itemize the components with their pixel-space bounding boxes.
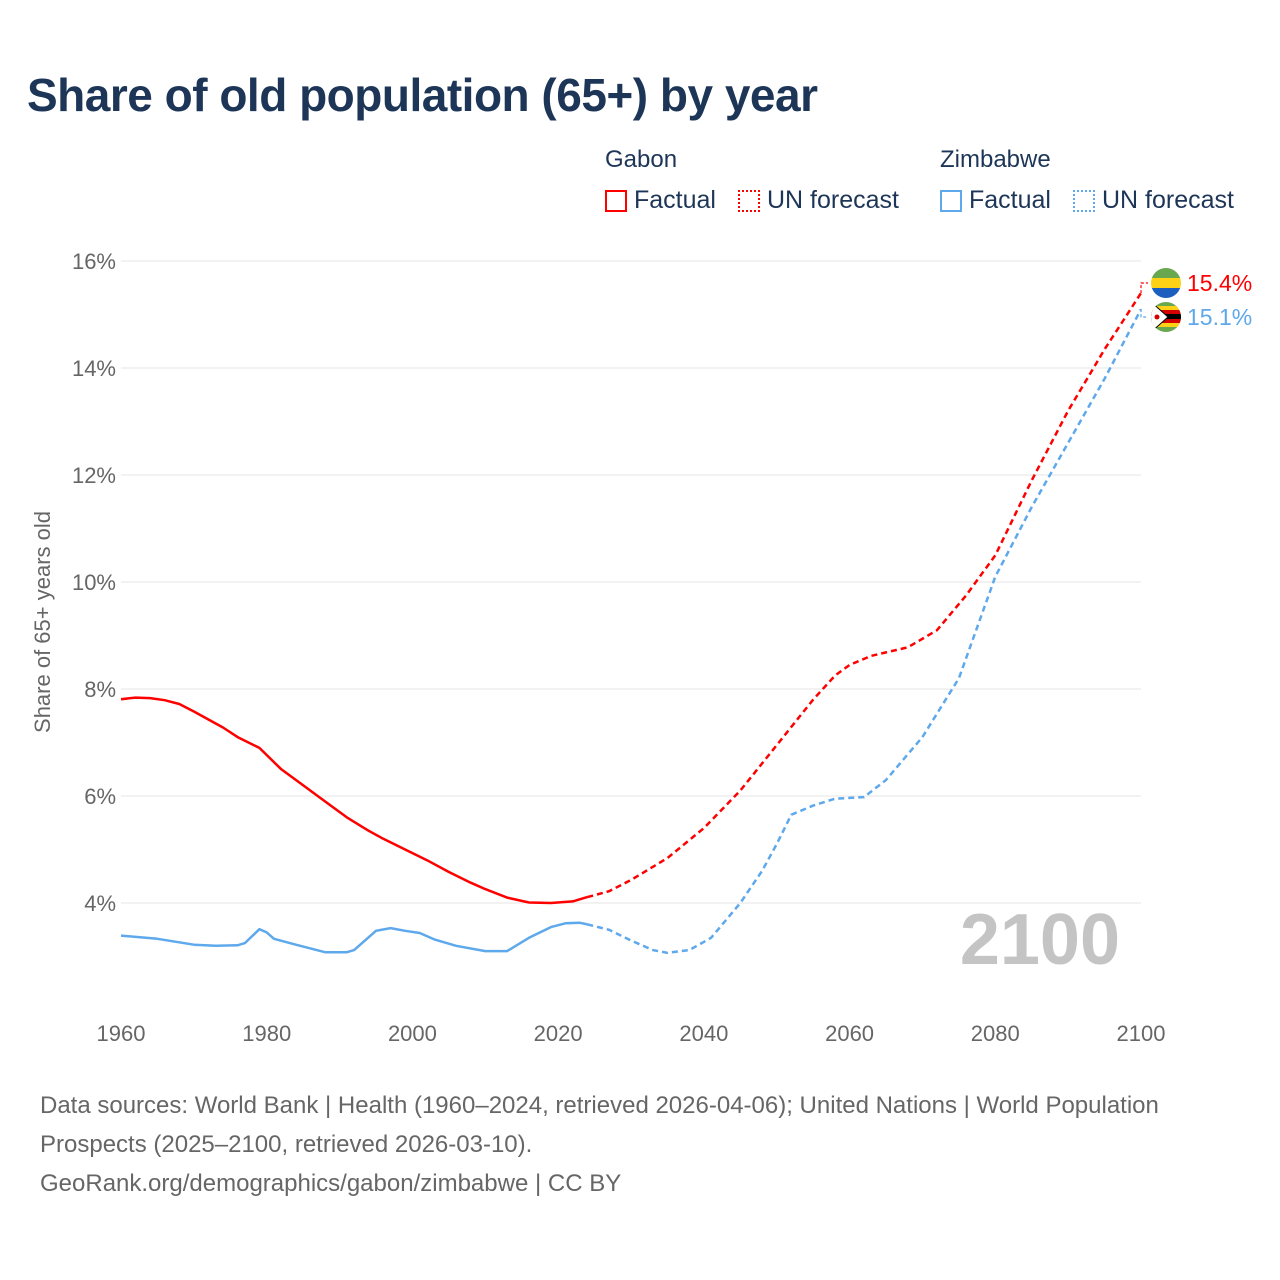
y-axis-label: Share of 65+ years old [30, 511, 55, 733]
x-tick-label: 2060 [825, 1021, 874, 1046]
legend-swatch-dotted [738, 189, 760, 212]
legend-gabon-factual[interactable]: Factual [605, 186, 716, 215]
credit-link[interactable]: GeoRank.org/demographics/gabon/zimbabwe … [40, 1170, 622, 1197]
x-tick-label: 2040 [679, 1021, 728, 1046]
footer: Data sources: World Bank | Health (1960–… [40, 1086, 1220, 1203]
y-tick-label: 16% [72, 249, 116, 274]
legend-swatch-solid [605, 189, 627, 212]
chart-title: Share of old population (65+) by year [27, 69, 818, 121]
gabon-end-value-label: 15.4% [1187, 270, 1252, 296]
gabon-end-connector [1140, 282, 1148, 294]
x-tick-label: 2080 [971, 1021, 1020, 1046]
legend-label: UN forecast [1102, 186, 1234, 214]
zimbabwe-end-connector [1140, 309, 1148, 318]
y-tick-label: 10% [72, 570, 116, 595]
year-watermark: 2100 [960, 900, 1120, 980]
zimbabwe-end-value-label: 15.1% [1187, 304, 1252, 330]
legend-label: Factual [634, 186, 716, 214]
gabon-flag-icon [1151, 268, 1181, 298]
y-tick-label: 12% [72, 463, 116, 488]
x-tick-label: 2100 [1117, 1021, 1166, 1046]
x-tick-label: 1960 [97, 1021, 146, 1046]
gabon-factual-line [120, 696, 588, 905]
y-tick-label: 8% [84, 677, 116, 702]
x-tick-label: 1980 [242, 1021, 291, 1046]
y-tick-label: 4% [84, 891, 116, 916]
gabon-forecast-line [586, 292, 1143, 899]
x-tick-label: 2020 [534, 1021, 583, 1046]
legend-gabon-heading: Gabon [605, 146, 678, 173]
data-sources: Data sources: World Bank | Health (1960–… [40, 1092, 1159, 1158]
legend-swatch-dotted [1073, 189, 1095, 212]
legend-gabon-forecast[interactable]: UN forecast [738, 186, 899, 215]
y-tick-label: 14% [72, 356, 116, 381]
legend-swatch-solid [940, 189, 962, 212]
zimbabwe-forecast-line [586, 308, 1143, 955]
legend-zimbabwe-factual[interactable]: Factual [940, 186, 1051, 215]
x-tick-label: 2000 [388, 1021, 437, 1046]
legend-label: Factual [969, 186, 1051, 214]
legend-label: UN forecast [767, 186, 899, 214]
legend-zimbabwe-forecast[interactable]: UN forecast [1073, 186, 1234, 215]
zimbabwe-flag-icon [1151, 302, 1181, 332]
zimbabwe-factual-line [120, 921, 588, 954]
y-tick-label: 6% [84, 784, 116, 809]
legend-zimbabwe-heading: Zimbabwe [940, 146, 1051, 173]
